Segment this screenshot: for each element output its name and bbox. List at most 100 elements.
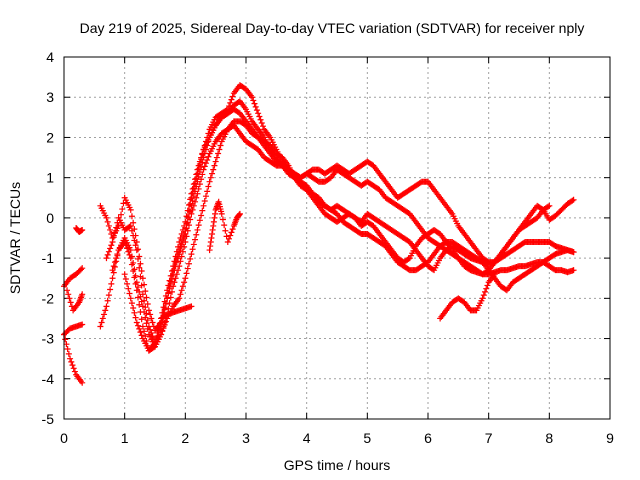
data-point [177, 243, 184, 250]
data-point [137, 273, 144, 280]
data-point [211, 214, 218, 221]
data-point [179, 235, 186, 241]
data-point [192, 180, 199, 187]
data-point [215, 150, 222, 157]
x-tick-label: 6 [424, 430, 432, 446]
data-point [480, 292, 487, 299]
data-point [108, 280, 115, 287]
data-point [179, 283, 186, 290]
data-point [172, 259, 179, 266]
data-point [114, 251, 121, 258]
data-point [479, 295, 486, 302]
data-point [183, 233, 190, 240]
data-point [120, 200, 127, 207]
data-point [255, 110, 262, 117]
data-point [128, 253, 135, 260]
data-point [188, 303, 195, 310]
data-point [105, 292, 112, 299]
data-point [193, 194, 200, 201]
data-point [178, 253, 185, 260]
data-point [110, 263, 117, 270]
data-point [202, 160, 209, 167]
data-point [108, 242, 115, 249]
data-point [124, 280, 131, 287]
data-point [188, 210, 195, 217]
data-point [136, 288, 143, 295]
grid [64, 57, 610, 419]
x-tick-label: 8 [545, 430, 553, 446]
data-point [258, 119, 265, 126]
data-point [216, 146, 223, 153]
data-point [210, 222, 217, 229]
data-point [104, 297, 111, 304]
data-point [138, 332, 145, 339]
data-point [228, 229, 235, 236]
data-point [65, 350, 72, 357]
y-tick-label: 2 [46, 129, 54, 145]
data-point [125, 285, 132, 292]
data-point [209, 230, 216, 237]
data-point [249, 94, 256, 101]
data-point [102, 307, 109, 314]
data-point [209, 170, 216, 177]
data-point [177, 291, 184, 298]
data-point [122, 276, 129, 283]
data-point [107, 286, 114, 293]
data-point [137, 329, 144, 336]
data-point [138, 267, 145, 274]
data-point [173, 255, 180, 262]
data-point [199, 207, 206, 214]
data-point [164, 295, 171, 302]
data-point [132, 242, 139, 249]
data-point [187, 201, 194, 208]
data-point [201, 197, 208, 204]
data-point [259, 123, 266, 130]
data-point [222, 227, 229, 234]
data-point [99, 315, 106, 322]
data-point [173, 271, 180, 278]
data-point [236, 210, 243, 217]
series-s3 [61, 321, 86, 338]
data-point [202, 193, 209, 200]
data-point [130, 219, 137, 226]
data-point [131, 309, 138, 316]
data-point [206, 247, 213, 254]
data-point [218, 210, 225, 217]
data-point [70, 365, 77, 372]
data-point [569, 197, 576, 204]
data-point [109, 239, 116, 246]
data-point [194, 226, 201, 233]
data-point [193, 231, 200, 238]
data-point [144, 300, 151, 307]
data-point [97, 323, 104, 330]
data-point [192, 236, 199, 243]
data-point [130, 304, 137, 311]
data-point [127, 206, 134, 213]
data-point [136, 301, 143, 308]
data-point [251, 100, 258, 107]
x-tick-label: 3 [242, 430, 250, 446]
axis-ticks [63, 56, 611, 420]
data-point [219, 216, 226, 223]
data-point [570, 267, 577, 274]
data-point [210, 166, 217, 173]
y-tick-label: -4 [42, 371, 55, 387]
data-point [130, 259, 137, 266]
data-point [176, 247, 183, 254]
data-point [162, 318, 169, 325]
series-s12 [206, 198, 243, 254]
data-point [227, 232, 234, 239]
data-point [168, 272, 175, 279]
data-point [194, 190, 201, 197]
y-tick-label: -1 [42, 250, 55, 266]
tick-labels: 0 1 2 3 4 5 6 7 8 9 -5 -4 -3 -2 -1 0 1 2 3 4 [42, 49, 615, 446]
data-point [189, 189, 196, 196]
data-point [190, 241, 197, 248]
data-point [252, 103, 259, 110]
data-point [200, 202, 207, 209]
data-point [185, 222, 192, 229]
x-tick-label: 2 [181, 430, 189, 446]
data-point [175, 251, 182, 258]
y-tick-label: 3 [46, 89, 54, 105]
data-point [104, 251, 111, 258]
